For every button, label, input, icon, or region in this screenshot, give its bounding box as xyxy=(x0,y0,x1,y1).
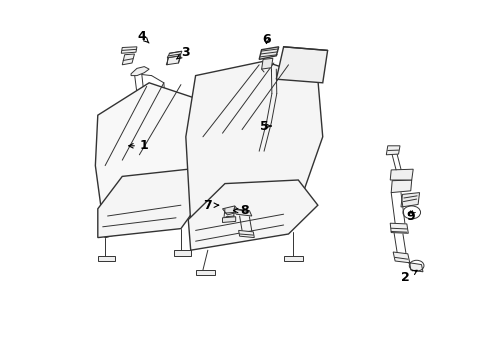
Polygon shape xyxy=(389,169,412,180)
Polygon shape xyxy=(233,209,251,216)
Polygon shape xyxy=(185,61,322,223)
Text: 3: 3 xyxy=(176,46,190,59)
Polygon shape xyxy=(195,270,215,275)
Polygon shape xyxy=(166,56,181,65)
Polygon shape xyxy=(137,169,154,180)
Text: 9: 9 xyxy=(406,210,414,222)
Polygon shape xyxy=(409,263,422,272)
Polygon shape xyxy=(259,47,278,59)
Polygon shape xyxy=(389,223,407,233)
Polygon shape xyxy=(122,54,134,65)
Polygon shape xyxy=(121,47,137,53)
Text: 8: 8 xyxy=(233,204,248,217)
Polygon shape xyxy=(188,180,317,250)
Polygon shape xyxy=(98,256,115,261)
Polygon shape xyxy=(392,252,409,263)
Polygon shape xyxy=(131,67,149,76)
Text: 5: 5 xyxy=(259,120,271,132)
Polygon shape xyxy=(238,230,254,238)
Polygon shape xyxy=(400,193,419,207)
Polygon shape xyxy=(222,206,239,215)
Text: 2: 2 xyxy=(401,270,416,284)
Polygon shape xyxy=(173,250,190,256)
Polygon shape xyxy=(129,151,151,167)
Polygon shape xyxy=(222,217,235,222)
Text: 7: 7 xyxy=(203,199,218,212)
Text: 6: 6 xyxy=(262,33,270,46)
Polygon shape xyxy=(95,83,210,238)
Polygon shape xyxy=(167,51,182,58)
Text: 1: 1 xyxy=(128,139,148,152)
Polygon shape xyxy=(261,58,272,69)
Polygon shape xyxy=(276,47,327,83)
Polygon shape xyxy=(386,146,399,155)
Polygon shape xyxy=(98,169,203,238)
Text: 4: 4 xyxy=(137,30,149,43)
Polygon shape xyxy=(283,256,303,261)
Polygon shape xyxy=(390,180,411,193)
